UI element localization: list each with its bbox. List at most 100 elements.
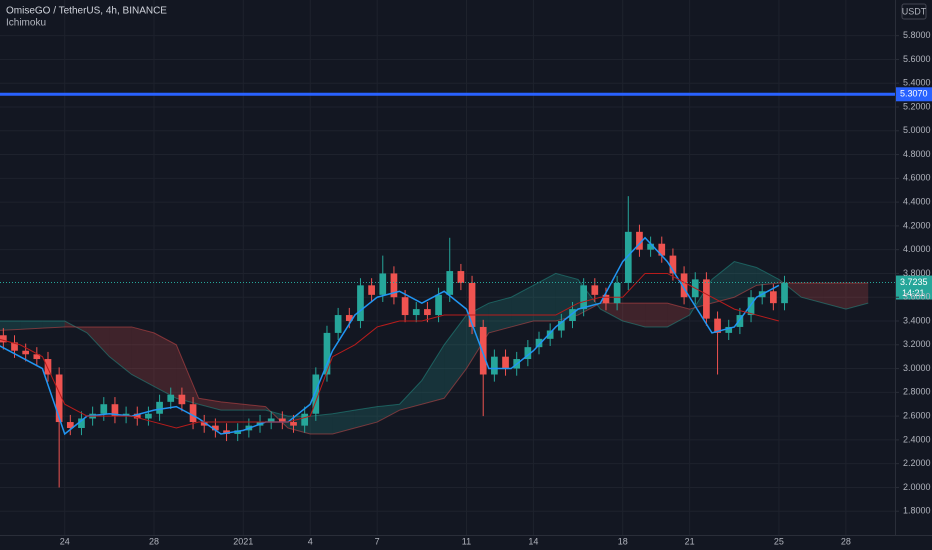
cloud-fill — [0, 321, 21, 331]
cloud-fill — [533, 273, 556, 321]
x-tick-label: 24 — [60, 536, 70, 546]
candle-body — [647, 243, 654, 250]
cloud-fill — [421, 344, 445, 405]
cloud-fill — [220, 401, 244, 411]
candle-body — [55, 374, 63, 423]
chart-title: OmiseGO / TetherUS, 4h, BINANCE — [6, 6, 167, 17]
price-line-label-box — [896, 87, 932, 102]
candle-body — [278, 418, 286, 423]
candle-body — [502, 356, 509, 369]
candle-body — [546, 330, 554, 339]
cloud-fill — [734, 261, 757, 298]
candle-body — [167, 394, 175, 402]
candle-body — [345, 315, 353, 321]
candle-body — [781, 282, 788, 304]
cloud-fill — [42, 321, 65, 329]
x-tick-label: 28 — [149, 536, 159, 546]
candle-body — [212, 425, 219, 431]
price-line-label: 5.3070 — [900, 89, 928, 99]
candle-body — [624, 231, 632, 283]
y-tick-label: 3.6000 — [903, 292, 931, 302]
candle-body — [524, 347, 532, 360]
y-tick-label: 4.8000 — [903, 149, 931, 159]
candle-body — [223, 430, 230, 434]
candle-body — [0, 335, 7, 343]
candle-body — [66, 422, 74, 428]
cloud-fill — [645, 303, 668, 327]
candle-body — [412, 309, 420, 316]
candle-body — [457, 271, 465, 283]
candle-body — [200, 422, 208, 426]
x-tick-label: 11 — [462, 536, 471, 546]
y-tick-label: 2.8000 — [903, 387, 931, 397]
candle-body — [569, 309, 576, 321]
candle-body — [580, 285, 587, 310]
candle-body — [33, 354, 41, 360]
candle-body — [379, 273, 387, 295]
candle-body — [234, 430, 242, 434]
axis-layer: 1.8000 2.0000 2.2000 2.4000 2.6000 2.8000 3.00… — [60, 30, 931, 546]
candle-body — [111, 404, 119, 417]
candle-body — [334, 315, 342, 333]
cloud-fill — [511, 285, 534, 327]
candle-body — [770, 291, 777, 304]
candle-body — [178, 394, 186, 405]
candle-body — [401, 297, 409, 316]
candle-body — [557, 321, 565, 331]
candle-body — [435, 294, 442, 316]
candle-body — [44, 359, 52, 375]
cloud-fill — [109, 326, 132, 375]
candle-body — [323, 332, 331, 375]
candle-body — [714, 318, 721, 333]
cloud-fill — [801, 282, 824, 304]
candle-body — [591, 285, 599, 295]
candle-body — [725, 326, 733, 333]
y-tick-label: 1.8000 — [903, 506, 931, 516]
candle-body — [290, 422, 297, 426]
candle-body — [100, 404, 108, 414]
candle-body — [468, 282, 476, 327]
y-tick-label: 3.4000 — [903, 315, 931, 325]
y-tick-label: 4.6000 — [903, 173, 931, 183]
y-tick-label: 5.8000 — [903, 30, 931, 40]
y-tick-label: 3.2000 — [903, 339, 931, 349]
x-tick-label: 21 — [685, 536, 695, 546]
indicator-label[interactable]: Ichimoku — [6, 18, 46, 29]
cloud-fill — [444, 315, 467, 399]
indicator-line — [0, 272, 780, 429]
x-tick-label: 18 — [618, 536, 628, 546]
y-tick-label: 4.0000 — [903, 244, 931, 254]
x-tick-label: 2021 — [233, 536, 253, 546]
candle-body — [301, 413, 309, 426]
currency-label[interactable]: USDT — [902, 6, 927, 16]
candle-body — [390, 273, 398, 298]
cloud-fill — [154, 332, 177, 399]
last-price-box — [896, 275, 932, 300]
candle-body — [703, 279, 710, 319]
cloud-fill — [377, 404, 400, 423]
candle-body — [669, 255, 677, 274]
currency-box[interactable] — [901, 3, 927, 20]
cloud-fill — [332, 410, 355, 434]
y-tick-label: 2.2000 — [903, 458, 931, 468]
candle-body — [133, 413, 141, 419]
x-tick-label: 4 — [308, 536, 313, 546]
cloud-fill — [778, 279, 802, 298]
cloud-fill — [756, 267, 779, 286]
candle-body — [78, 418, 85, 428]
candle-body — [368, 285, 375, 295]
candle-body — [312, 374, 320, 414]
y-tick-label: 5.6000 — [903, 54, 931, 64]
cloud-fill — [845, 282, 869, 310]
candle-body — [491, 356, 498, 375]
cloud-fill — [667, 303, 690, 327]
cloud-fill — [354, 406, 378, 428]
y-tick-label: 3.0000 — [903, 363, 931, 373]
x-tick-label: 28 — [841, 536, 851, 546]
candle-body — [156, 401, 163, 414]
candle-body — [602, 294, 610, 304]
y-tick-label: 5.2000 — [903, 101, 931, 111]
line-layer — [0, 236, 780, 436]
